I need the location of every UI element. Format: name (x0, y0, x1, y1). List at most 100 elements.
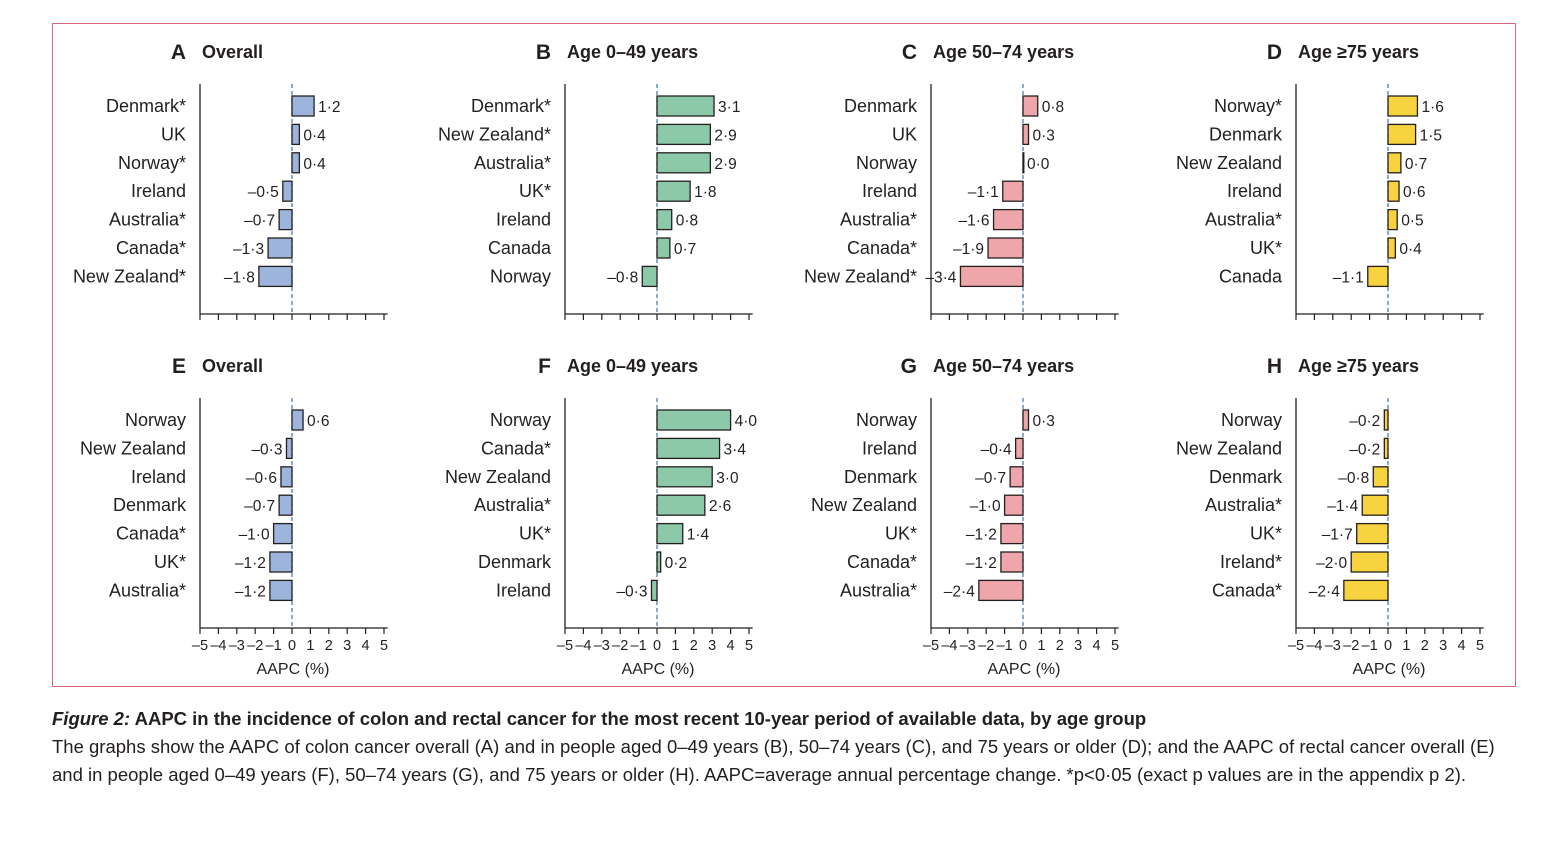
bar-5 (656, 551, 662, 573)
panel-H: H Age ≥75 years –5 –4 –3 –2 –1 0 1 2 3 4 5 Norway –0·2… (1176, 355, 1484, 678)
value-label: 0·0 (1027, 156, 1050, 173)
category-label: Norway (856, 410, 917, 430)
category-label: Canada (1219, 266, 1283, 286)
x-tick-label: –5 (1288, 638, 1304, 654)
bar-4 (656, 522, 684, 545)
bar-1 (1383, 437, 1389, 460)
value-label: –2·0 (1316, 555, 1347, 572)
category-label: New Zealand* (438, 124, 551, 144)
value-label: –0·3 (251, 441, 282, 458)
bar-5 (656, 237, 671, 259)
value-label: 2·9 (714, 156, 736, 173)
bar-6 (1367, 265, 1389, 288)
x-tick-label: 0 (1384, 638, 1392, 654)
value-label: 0·7 (1405, 156, 1427, 173)
bar-6 (641, 265, 658, 288)
value-label: 3·4 (724, 441, 747, 458)
x-tick-label: 4 (727, 638, 735, 654)
bar-2 (1387, 152, 1402, 174)
value-label: –1·2 (966, 555, 997, 572)
category-label: New Zealand* (73, 266, 186, 286)
panel-B: B Age 0–49 years Denmark* 3·1 New Zealand* 2·… (438, 41, 753, 320)
bar-2 (280, 466, 293, 488)
x-tick-label: –1 (1362, 638, 1378, 654)
value-label: 1·4 (687, 527, 710, 544)
value-label: 2·9 (714, 127, 736, 144)
bar-2 (1022, 152, 1025, 174)
bar-5 (987, 237, 1024, 259)
x-tick-label: 3 (343, 638, 351, 654)
value-label: 0·6 (1403, 184, 1425, 201)
category-label: Norway (490, 410, 551, 430)
x-tick-label: 2 (1421, 638, 1429, 654)
category-label: UK* (519, 181, 551, 201)
caption-title: Figure 2: AAPC in the incidence of colon… (52, 705, 1522, 733)
bar-3 (1361, 494, 1389, 516)
x-tick-label: –3 (960, 638, 976, 654)
x-tick-label: –1 (631, 638, 647, 654)
bar-2 (291, 152, 301, 174)
panel-G: G Age 50–74 years –5 –4 –3 –2 –1 0 1 2 3 4 5 Norway 0·… (811, 355, 1119, 678)
panel-letter: G (901, 355, 917, 378)
category-label: Canada* (116, 524, 186, 544)
value-label: –1·3 (233, 241, 264, 258)
bar-0 (656, 95, 715, 117)
bar-3 (1003, 494, 1024, 516)
bar-0 (656, 409, 732, 431)
x-tick-label: 5 (1111, 638, 1119, 654)
category-label: UK (892, 124, 917, 144)
value-label: –0·8 (607, 269, 638, 286)
value-label: –1·4 (1327, 498, 1358, 515)
x-tick-label: 1 (306, 638, 314, 654)
category-label: Ireland (862, 438, 917, 458)
category-label: Ireland (131, 181, 186, 201)
panel-title: Age ≥75 years (1298, 356, 1419, 376)
value-label: 0·8 (1042, 99, 1064, 116)
caption-title-text: AAPC in the incidence of colon and recta… (134, 708, 1147, 729)
x-axis-title: AAPC (%) (622, 661, 695, 678)
x-tick-label: 4 (362, 638, 370, 654)
category-label: Ireland (496, 210, 551, 230)
category-label: Norway (125, 410, 186, 430)
x-tick-label: 2 (325, 638, 333, 654)
bar-0 (291, 409, 304, 431)
value-label: 0·4 (303, 127, 326, 144)
panel-title: Age 50–74 years (933, 356, 1074, 376)
category-label: Canada* (116, 238, 186, 258)
panel-title: Overall (202, 356, 263, 376)
category-label: New Zealand (1176, 153, 1282, 173)
bar-4 (1356, 522, 1389, 545)
panel-D: D Age ≥75 years Norway* 1·6 Denmark 1·5 New Ze… (1176, 41, 1484, 320)
bar-3 (278, 494, 293, 516)
bar-5 (1000, 551, 1024, 573)
category-label: Norway (490, 266, 551, 286)
figure-frame (52, 23, 1516, 687)
value-label: –0·7 (244, 498, 275, 515)
bar-4 (992, 208, 1024, 231)
category-label: Australia* (474, 495, 551, 515)
bar-6 (258, 265, 293, 288)
x-axis-title: AAPC (%) (257, 661, 330, 678)
x-tick-label: 2 (1056, 638, 1064, 654)
bar-1 (285, 437, 293, 460)
value-label: –0·6 (246, 470, 277, 487)
x-tick-label: 0 (288, 638, 296, 654)
category-label: Australia* (1205, 210, 1282, 230)
value-label: –1·6 (959, 213, 990, 230)
x-tick-label: –3 (1325, 638, 1341, 654)
panel-letter: A (171, 41, 186, 64)
category-label: Norway* (118, 153, 186, 173)
category-label: Denmark (478, 552, 552, 572)
category-label: Australia* (109, 210, 186, 230)
x-tick-label: –3 (229, 638, 245, 654)
value-label: –0·2 (1349, 441, 1380, 458)
value-label: –1·2 (966, 527, 997, 544)
category-label: Ireland (1227, 181, 1282, 201)
bar-1 (656, 123, 712, 146)
x-tick-label: 1 (671, 638, 679, 654)
value-label: 0·3 (1033, 127, 1055, 144)
value-label: 0·3 (1033, 413, 1055, 430)
value-label: 0·7 (674, 241, 696, 258)
category-label: New Zealand (80, 438, 186, 458)
x-axis-title: AAPC (%) (1353, 661, 1426, 678)
